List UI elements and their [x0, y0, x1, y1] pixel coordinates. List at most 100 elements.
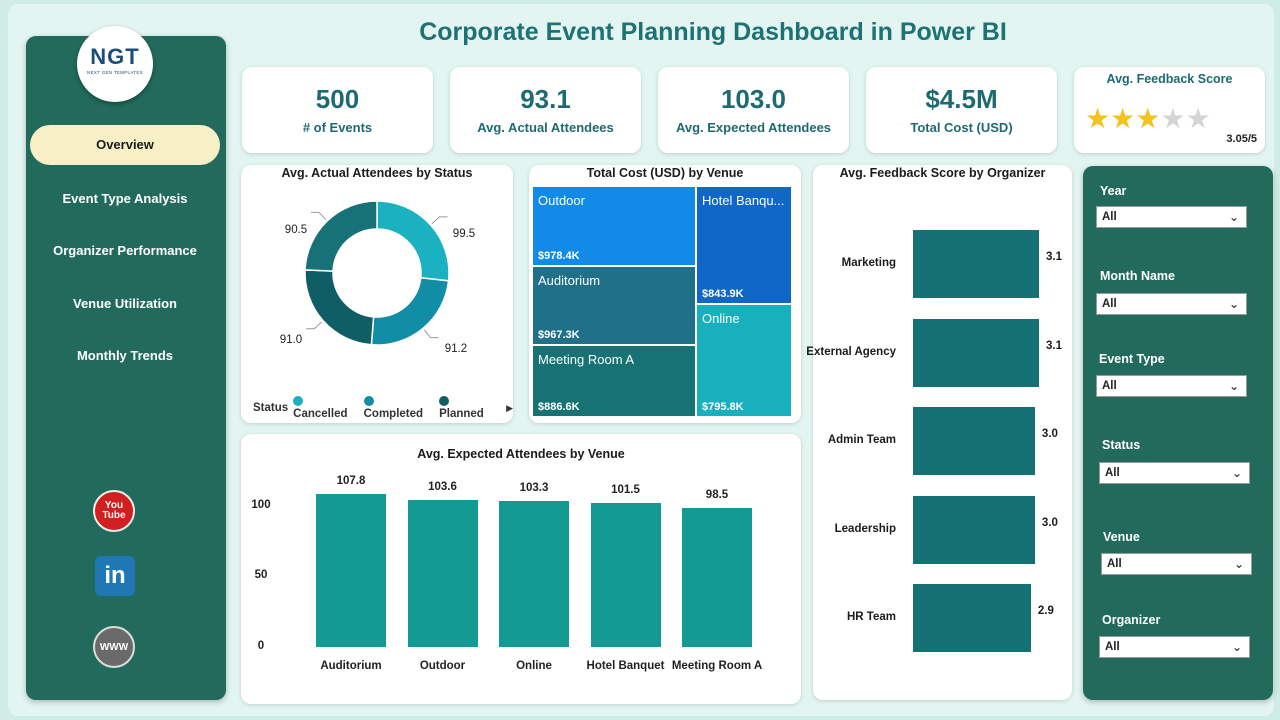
- vbar-bar[interactable]: [590, 503, 661, 647]
- legend-next-arrow-icon[interactable]: ▶: [506, 402, 513, 413]
- x-category-label: Online: [516, 660, 552, 672]
- x-category-label: Hotel Banquet: [586, 660, 665, 672]
- donut-slice[interactable]: [376, 200, 450, 282]
- treemap-cell[interactable]: Online $795.8K: [697, 305, 791, 416]
- vbar-chart-title: Avg. Expected Attendees by Venue: [417, 447, 625, 461]
- filter-panel: Year All ⌄ Month Name All ⌄ Event Type All ⌄ Stat…: [1083, 166, 1273, 700]
- x-category-label: Outdoor: [419, 660, 466, 672]
- filter-select-month-name[interactable]: All ⌄: [1096, 293, 1247, 315]
- hbar-chart: Marketing 3.1 External Agency 3.1 Admin Team…: [806, 165, 1072, 700]
- youtube-icon[interactable]: You Tube: [93, 490, 135, 532]
- vbar-chart: 100 50 0 107.8 Auditorium 103.6 Outdoor 103.3 On…: [241, 434, 801, 704]
- vbar-bar[interactable]: [316, 494, 386, 647]
- legend-item-cancelled[interactable]: Cancelled: [293, 396, 358, 420]
- hbar-bar[interactable]: [913, 495, 1035, 564]
- y-tick-label: 0: [257, 640, 265, 652]
- hbar-category-label: HR Team: [847, 611, 896, 623]
- treemap: Outdoor $978.4K Auditorium $967.3K Meeting R…: [533, 187, 791, 416]
- donut-slice[interactable]: [304, 269, 375, 346]
- filter-label-year: Year: [1100, 184, 1127, 198]
- star-empty-icon: ★: [1185, 103, 1211, 134]
- globe-icon-text: WWW: [99, 641, 129, 653]
- legend-item-completed[interactable]: Completed: [363, 396, 434, 420]
- legend-label: Completed: [363, 408, 424, 420]
- vbar-bar[interactable]: [407, 500, 478, 647]
- filter-label-status: Status: [1102, 438, 1141, 452]
- nav-venue-utilization[interactable]: Venue Utilization: [72, 296, 177, 311]
- treemap-cell[interactable]: Meeting Room A $886.6K: [533, 346, 695, 416]
- hbar-bar[interactable]: [913, 318, 1039, 387]
- nav-organizer-performance[interactable]: Organizer Performance: [53, 243, 197, 258]
- donut-slice[interactable]: [370, 276, 450, 346]
- filter-value: All: [1102, 380, 1117, 392]
- donut-legend: Status Cancelled Completed Planned ▶: [253, 396, 513, 420]
- filter-select-year[interactable]: All ⌄: [1096, 206, 1247, 228]
- vbar-value-label: 103.6: [428, 481, 457, 494]
- filter-value: All: [1107, 558, 1122, 570]
- linkedin-icon[interactable]: in: [95, 556, 135, 596]
- treemap-card: Total Cost (USD) by Venue Outdoor $978.4K…: [529, 165, 801, 423]
- filter-select-venue[interactable]: All ⌄: [1101, 553, 1252, 575]
- filter-label-venue: Venue: [1103, 530, 1140, 544]
- treemap-cell[interactable]: Outdoor $978.4K: [533, 187, 695, 265]
- feedback-by-organizer-card: Avg. Feedback Score by Organizer Marketi…: [806, 165, 1072, 700]
- filter-value: All: [1105, 641, 1120, 653]
- vbar-value-label: 98.5: [705, 488, 729, 501]
- nav-event-type-analysis[interactable]: Event Type Analysis: [62, 191, 188, 206]
- treemap-cell-name: Online: [702, 311, 740, 326]
- treemap-cell[interactable]: Hotel Banqu... $843.9K: [697, 187, 791, 303]
- y-tick-label: 100: [251, 498, 271, 511]
- filter-select-organizer[interactable]: All ⌄: [1099, 636, 1250, 658]
- donut-slice[interactable]: [304, 200, 378, 272]
- hbar-chart-title: Avg. Feedback Score by Organizer: [839, 166, 1046, 180]
- hbar-category-label: Leadership: [834, 522, 896, 535]
- star-filled-icon: ★: [1110, 103, 1136, 134]
- treemap-cell-value: $795.8K: [702, 401, 744, 413]
- vbar-value-label: 101.5: [611, 484, 640, 497]
- hbar-bar[interactable]: [913, 230, 1039, 298]
- chevron-down-icon: ⌄: [1233, 557, 1244, 571]
- kpi-label: Total Cost (USD): [910, 120, 1013, 135]
- treemap-cell-name: Hotel Banqu...: [702, 193, 785, 208]
- star-empty-icon: ★: [1160, 103, 1186, 134]
- donut-chart-title: Avg. Actual Attendees by Status: [281, 166, 473, 180]
- vbar-bar[interactable]: [682, 507, 752, 647]
- treemap-cell-name: Auditorium: [538, 273, 601, 288]
- filter-select-event-type[interactable]: All ⌄: [1096, 375, 1247, 397]
- filter-select-status[interactable]: All ⌄: [1099, 462, 1250, 484]
- filter-value: All: [1102, 298, 1117, 310]
- star-filled-icon: ★: [1135, 103, 1161, 134]
- legend-dot: [363, 396, 374, 406]
- star-filled-icon: ★: [1085, 103, 1111, 134]
- donut-leader-line: [423, 329, 439, 339]
- treemap-cell-value: $978.4K: [538, 250, 580, 262]
- kpi-label: Avg. Expected Attendees: [675, 120, 832, 135]
- legend-label: Cancelled: [293, 408, 348, 420]
- hbar-category-label: Admin Team: [827, 434, 896, 446]
- logo-text: NGT: [90, 44, 140, 69]
- legend-label: Planned: [439, 408, 484, 420]
- hbar-bar[interactable]: [913, 584, 1031, 652]
- nav-overview[interactable]: Overview: [30, 125, 220, 165]
- sidebar: NGT NEXT GEN TEMPLATES Overview Event Ty…: [26, 26, 226, 700]
- hbar-bar[interactable]: [913, 407, 1035, 475]
- expected-by-venue-card: Avg. Expected Attendees by Venue 100 50 0 1…: [241, 434, 801, 704]
- legend-title: Status: [253, 402, 289, 414]
- donut-leader-line: [306, 321, 322, 330]
- legend-item-planned[interactable]: Planned: [439, 396, 495, 420]
- feedback-title: Avg. Feedback Score: [1106, 72, 1233, 86]
- filter-value: All: [1105, 467, 1120, 479]
- hbar-value-label: 3.1: [1046, 251, 1062, 263]
- hbar-value-label: 2.9: [1037, 605, 1054, 617]
- kpi-card-actual-attendees: 93.1 Avg. Actual Attendees: [450, 67, 641, 153]
- feedback-score-text: 3.05/5: [1226, 133, 1257, 145]
- kpi-value: $4.5M: [925, 84, 998, 114]
- treemap-cell[interactable]: Auditorium $967.3K: [533, 267, 695, 344]
- hbar-category-label: External Agency: [806, 345, 896, 358]
- vbar-bar[interactable]: [499, 500, 569, 647]
- globe-icon[interactable]: WWW: [93, 626, 135, 668]
- donut-leader-line: [310, 211, 327, 220]
- logo[interactable]: NGT NEXT GEN TEMPLATES: [77, 26, 153, 102]
- nav-monthly-trends[interactable]: Monthly Trends: [76, 348, 174, 363]
- kpi-value: 103.0: [720, 84, 787, 114]
